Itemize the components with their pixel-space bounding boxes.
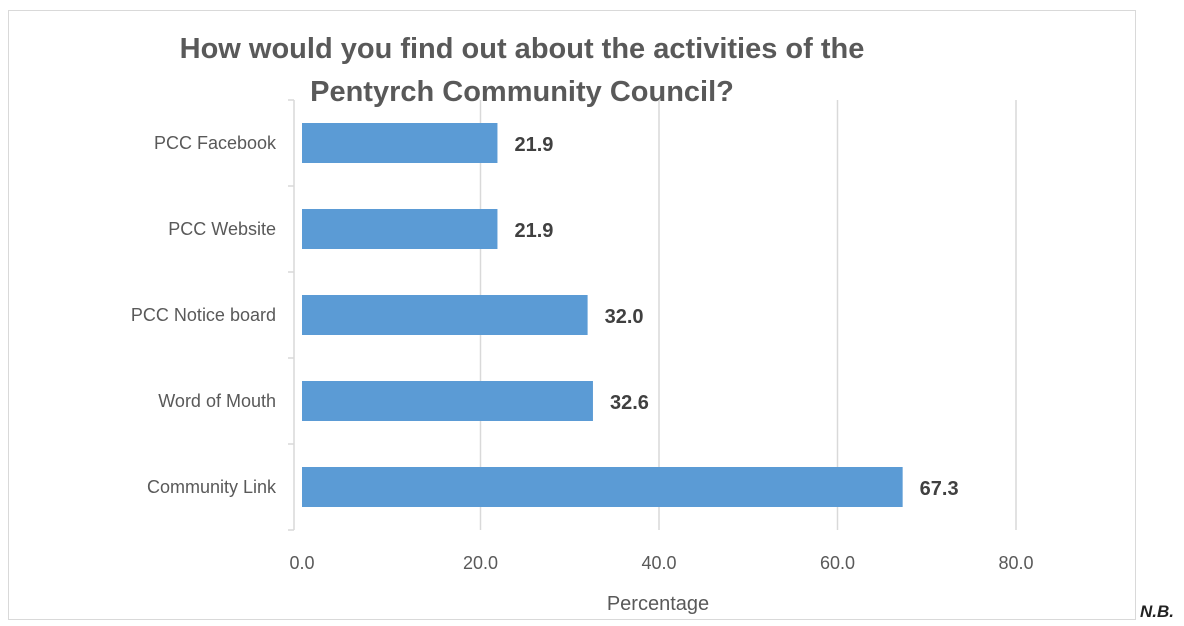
category-label: Word of Mouth	[158, 391, 276, 411]
category-label: PCC Notice board	[131, 305, 276, 325]
bar	[302, 295, 588, 335]
category-label: PCC Facebook	[154, 133, 277, 153]
bar	[302, 381, 593, 421]
bar	[302, 209, 498, 249]
data-label: 67.3	[920, 478, 959, 500]
data-label: 21.9	[514, 134, 553, 156]
x-tick-labels: 0.0 20.0 40.0 60.0 80.0	[289, 553, 1033, 573]
bar	[302, 123, 498, 163]
x-axis-title: Percentage	[607, 593, 709, 615]
x-tick-label: 0.0	[289, 553, 314, 573]
category-label: PCC Website	[168, 219, 276, 239]
data-label: 21.9	[514, 220, 553, 242]
data-label: 32.6	[610, 392, 649, 414]
x-tick-label: 60.0	[820, 553, 855, 573]
category-labels: PCC Facebook PCC Website PCC Notice board W…	[131, 133, 277, 497]
chart-title-line-2: Pentyrch Community Council?	[310, 76, 734, 108]
bar	[302, 467, 903, 507]
category-label: Community Link	[147, 477, 277, 497]
y-axis	[288, 99, 295, 531]
data-label: 32.0	[605, 306, 644, 328]
bars	[302, 123, 903, 507]
x-tick-label: 80.0	[998, 553, 1033, 573]
x-tick-label: 20.0	[463, 553, 498, 573]
chart-title-line-1: How would you find out about the activit…	[180, 33, 865, 65]
note-text: N.B.	[1140, 602, 1174, 621]
data-labels: 21.9 21.9 32.0 32.6 67.3	[514, 134, 958, 500]
x-tick-label: 40.0	[641, 553, 676, 573]
